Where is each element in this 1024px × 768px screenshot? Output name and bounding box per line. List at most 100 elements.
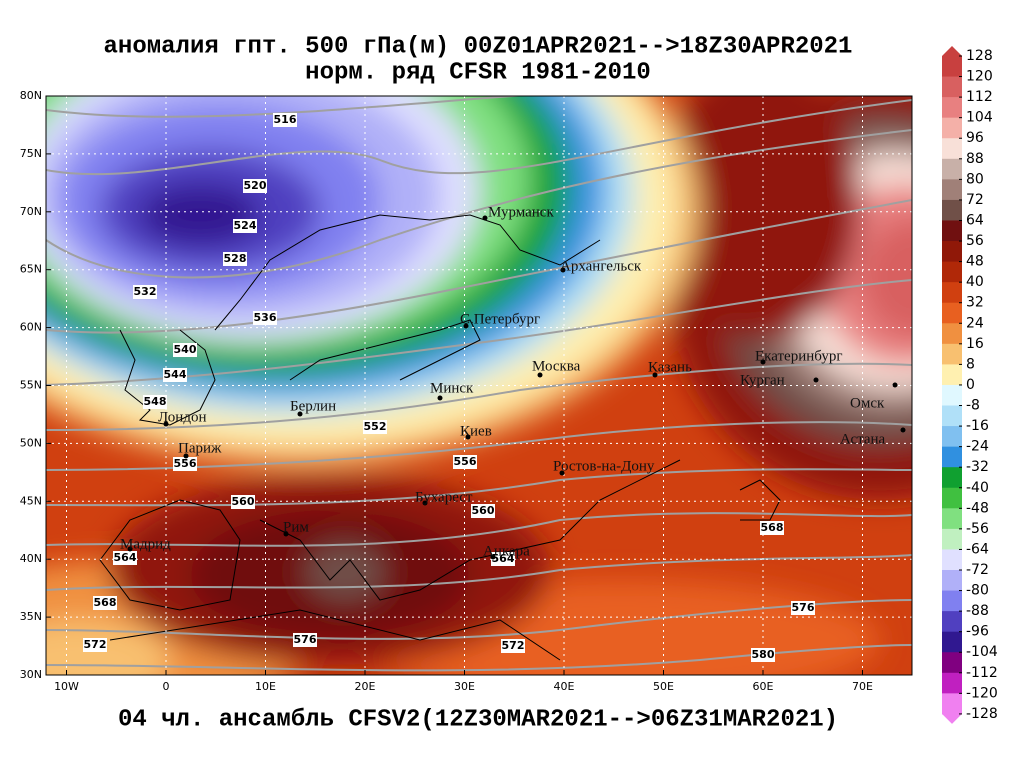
contour-label-bg bbox=[471, 504, 495, 518]
coastlines bbox=[99, 214, 781, 661]
city-dot bbox=[482, 215, 488, 221]
city-label: Киев bbox=[460, 423, 492, 439]
colorbar-box bbox=[942, 672, 962, 694]
city-dot bbox=[652, 372, 658, 378]
colorbar-box bbox=[942, 138, 962, 160]
colorbar-box bbox=[942, 76, 962, 98]
city-dot bbox=[559, 470, 565, 476]
contour-label: 540 bbox=[174, 343, 197, 356]
colorbar-box bbox=[942, 323, 962, 345]
contour-label-bg bbox=[113, 551, 137, 565]
colorbar-box bbox=[942, 384, 962, 407]
city-label: Екатеринбург bbox=[755, 348, 842, 364]
colorbar-label: -80 bbox=[966, 583, 989, 599]
lat-tick-label: 30N bbox=[20, 668, 42, 681]
colorbar-label: -48 bbox=[966, 500, 989, 516]
city-label: Мадрид bbox=[120, 536, 171, 552]
city-label: Париж bbox=[178, 440, 222, 456]
contour-label: 564 bbox=[114, 551, 137, 564]
colorbar-label: 96 bbox=[966, 130, 984, 146]
contour-label: 548 bbox=[144, 395, 167, 408]
colorbar-box bbox=[942, 590, 962, 612]
colorbar-label: -104 bbox=[966, 644, 998, 660]
colorbar-label: 88 bbox=[966, 151, 984, 167]
city-dot bbox=[163, 421, 169, 427]
colorbar-label: 24 bbox=[966, 315, 984, 331]
city-label: Казань bbox=[648, 359, 692, 375]
colorbar-box bbox=[942, 302, 962, 324]
city-dot bbox=[900, 427, 906, 433]
colorbar-label: 32 bbox=[966, 295, 984, 311]
colorbar-box bbox=[942, 179, 962, 201]
city-label: Анкара bbox=[483, 543, 530, 559]
colorbar-label: -8 bbox=[966, 398, 980, 414]
lon-tick-label: 10E bbox=[255, 680, 276, 693]
footer: 04 чл. ансамбль CFSV2(12Z30MAR2021-->06Z… bbox=[118, 706, 838, 733]
colorbar-box bbox=[942, 158, 962, 180]
colorbar-box bbox=[942, 631, 962, 653]
colorbar-arrow-top bbox=[942, 46, 962, 56]
city-label: Минск bbox=[430, 380, 474, 396]
city-dot bbox=[892, 382, 898, 388]
lon-tick-label: 10W bbox=[54, 680, 79, 693]
city-label: Омск bbox=[850, 395, 885, 411]
lon-tick-label: 0 bbox=[163, 680, 170, 693]
colorbar-label: -88 bbox=[966, 603, 989, 619]
colorbar-box bbox=[942, 467, 962, 489]
contour-label: 560 bbox=[472, 504, 495, 517]
contour-label: 556 bbox=[174, 457, 197, 470]
contour-label-bg bbox=[363, 420, 387, 434]
contour-label: 516 bbox=[274, 113, 297, 126]
contour-label-bg bbox=[83, 638, 107, 652]
title-line: норм. ряд CFSR 1981-2010 bbox=[305, 59, 651, 86]
colorbar-label: -64 bbox=[966, 541, 989, 557]
contour-label: 576 bbox=[792, 601, 815, 614]
colorbar-box bbox=[942, 97, 962, 119]
lat-tick-label: 60N bbox=[20, 321, 42, 334]
contour-label-bg bbox=[253, 311, 277, 325]
contour-label-bg bbox=[223, 252, 247, 266]
city-label: С.Петербург bbox=[460, 311, 540, 327]
contour-label-bg bbox=[133, 285, 157, 299]
title-line: аномалия гпт. 500 гПа(м) 00Z01APR2021-->… bbox=[104, 33, 853, 60]
colorbar-label: -40 bbox=[966, 480, 989, 496]
contour-label: 520 bbox=[244, 179, 267, 192]
contour-label: 568 bbox=[761, 521, 784, 534]
city-label: Рим bbox=[283, 519, 309, 535]
city-dot bbox=[297, 411, 303, 417]
colorbar-label: -16 bbox=[966, 418, 989, 434]
contour-label: 536 bbox=[254, 311, 277, 324]
colorbar-box bbox=[942, 508, 962, 530]
graticule bbox=[46, 96, 912, 675]
anomaly-field bbox=[46, 96, 912, 675]
colorbar-box bbox=[942, 117, 962, 139]
colorbar-box bbox=[942, 426, 962, 448]
contour-label-bg bbox=[491, 552, 515, 566]
city-label: Бухарест bbox=[415, 489, 473, 505]
colorbar-label: -32 bbox=[966, 459, 989, 475]
contour-label: 564 bbox=[492, 552, 515, 565]
contour-label-bg bbox=[233, 219, 257, 233]
lat-tick-label: 50N bbox=[20, 436, 42, 449]
colorbar-label: -120 bbox=[966, 685, 998, 701]
colorbar-label: 120 bbox=[966, 69, 993, 85]
city-dot bbox=[813, 377, 819, 383]
colorbar-label: 48 bbox=[966, 254, 984, 270]
colorbar-box bbox=[942, 446, 962, 468]
contour-label-bg bbox=[93, 596, 117, 610]
contour-label-bg bbox=[163, 368, 187, 382]
colorbar-box bbox=[942, 56, 962, 78]
lat-tick-label: 65N bbox=[20, 263, 42, 276]
colorbar-box bbox=[942, 487, 962, 509]
contour-label-bg bbox=[760, 521, 784, 535]
city-label: Берлин bbox=[290, 398, 336, 414]
colorbar-label: 72 bbox=[966, 192, 984, 208]
city-label: Москва bbox=[532, 358, 581, 374]
colorbar-box bbox=[942, 549, 962, 571]
contour-label: 552 bbox=[364, 420, 387, 433]
city-dot bbox=[465, 434, 471, 440]
colorbar-label: 40 bbox=[966, 274, 984, 290]
contour-label: 528 bbox=[224, 252, 247, 265]
